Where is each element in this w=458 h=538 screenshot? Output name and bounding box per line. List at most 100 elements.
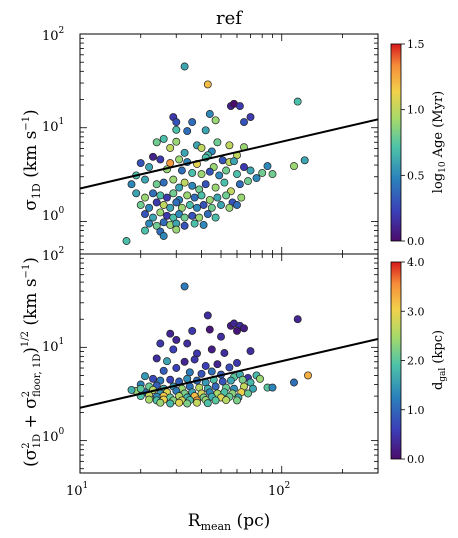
bottom-point-19 — [246, 347, 255, 356]
bottom-point-114 — [136, 384, 145, 393]
top-point-45 — [197, 170, 206, 179]
top-point-20 — [213, 138, 222, 147]
top-point-18 — [172, 137, 181, 146]
top-point-59 — [152, 180, 161, 189]
bottom-point-105 — [211, 396, 220, 405]
bottom-scatter-points — [127, 282, 312, 408]
top-point-22 — [197, 143, 206, 152]
top-colorbar: 0.0 0.5 1.0 1.5 log10 Age (Myr) — [390, 38, 448, 248]
bottom-point-15 — [169, 345, 178, 354]
bottom-point-83 — [244, 389, 252, 398]
top-point-66 — [201, 180, 210, 189]
bottom-point-7 — [293, 315, 302, 324]
bottom-point-29 — [159, 366, 168, 375]
top-point-89 — [136, 201, 145, 209]
bottom-point-28 — [172, 364, 181, 372]
top-point-68 — [220, 178, 229, 187]
bottom-plot-frame — [79, 253, 379, 474]
top-point-61 — [169, 175, 178, 184]
top-point-114 — [145, 219, 154, 228]
top-point-121 — [199, 220, 208, 229]
top-point-90 — [145, 203, 154, 212]
top-point-81 — [183, 191, 192, 200]
bottom-point-38 — [141, 372, 149, 381]
bottom-trend-line — [80, 337, 378, 409]
bottom-y-axis-label: (σ21D + σ2floor, 1D)1/2 (km s−1) — [20, 257, 43, 467]
top-point-72 — [252, 174, 261, 183]
bottom-point-12 — [156, 339, 165, 348]
bottom-colorbar-title: dgal (kpc) — [431, 330, 448, 390]
bottom-colorbar-tick-label: 3.0 — [407, 305, 425, 318]
top-point-120 — [190, 219, 199, 228]
top-point-10 — [172, 118, 181, 127]
bottom-point-111 — [183, 399, 192, 408]
top-point-19 — [166, 143, 175, 152]
top-point-50 — [240, 163, 248, 172]
bottom-colorbar-tick-label: 0.0 — [407, 453, 425, 466]
top-point-97 — [193, 203, 201, 212]
top-ytick-label-1: 100 — [42, 206, 65, 224]
top-point-51 — [246, 166, 255, 175]
top-point-101 — [225, 203, 234, 212]
top-point-100 — [217, 201, 225, 209]
top-point-103 — [141, 210, 149, 219]
top-ytick-label-10: 101 — [42, 117, 64, 135]
bottom-point-30 — [185, 368, 194, 377]
bottom-point-9 — [188, 326, 197, 335]
bottom-panel: 102 101 100 (σ21D + σ2floor, 1D)1/2 (km … — [20, 246, 379, 533]
top-point-43 — [177, 166, 186, 175]
top-point-7 — [293, 97, 302, 106]
top-point-116 — [159, 218, 168, 227]
bottom-point-5 — [233, 326, 241, 335]
bottom-point-0 — [180, 282, 189, 291]
top-point-41 — [145, 163, 154, 172]
top-point-110 — [188, 211, 197, 220]
bottom-point-116 — [268, 383, 277, 392]
top-point-99 — [207, 203, 216, 212]
top-point-86 — [222, 191, 231, 200]
top-point-83 — [197, 191, 206, 200]
bottom-ytick-label-1: 100 — [42, 427, 65, 445]
bottom-colorbar-tick-label: 4.0 — [407, 256, 425, 269]
top-point-76 — [149, 189, 157, 198]
bottom-ytick-label-100: 102 — [42, 246, 64, 264]
top-point-92 — [159, 201, 168, 209]
top-point-13 — [183, 127, 192, 136]
bottom-point-53 — [304, 371, 312, 380]
top-point-16 — [159, 134, 168, 143]
xtick-label-10: 101 — [66, 481, 88, 499]
top-point-108 — [175, 210, 184, 219]
bottom-point-67 — [249, 384, 257, 393]
top-point-78 — [163, 193, 171, 202]
top-point-111 — [195, 213, 204, 222]
top-point-8 — [205, 110, 214, 118]
top-point-12 — [172, 125, 181, 134]
bottom-colorbar-gradient — [390, 261, 402, 460]
top-point-119 — [180, 221, 189, 230]
bottom-point-11 — [217, 332, 225, 341]
top-point-52 — [258, 168, 267, 177]
top-point-105 — [156, 208, 165, 217]
top-point-1 — [203, 80, 212, 89]
top-point-64 — [188, 181, 197, 190]
top-point-125 — [122, 237, 131, 245]
top-point-54 — [290, 162, 298, 171]
bottom-point-25 — [213, 360, 222, 369]
top-point-124 — [172, 225, 181, 234]
bottom-point-115 — [127, 385, 136, 394]
top-point-109 — [180, 213, 189, 222]
top-point-112 — [203, 210, 212, 219]
top-point-122 — [141, 226, 149, 235]
top-point-74 — [132, 189, 141, 198]
top-point-47 — [215, 171, 224, 180]
top-point-36 — [218, 156, 227, 165]
top-point-5 — [240, 118, 248, 127]
top-point-70 — [235, 180, 244, 189]
top-point-85 — [213, 193, 222, 202]
top-point-84 — [205, 195, 214, 204]
top-colorbar-gradient — [390, 43, 402, 242]
top-point-88 — [237, 193, 246, 202]
top-point-40 — [136, 159, 145, 168]
bottom-ytick-label-10: 101 — [42, 337, 64, 355]
bottom-point-48 — [226, 376, 235, 385]
